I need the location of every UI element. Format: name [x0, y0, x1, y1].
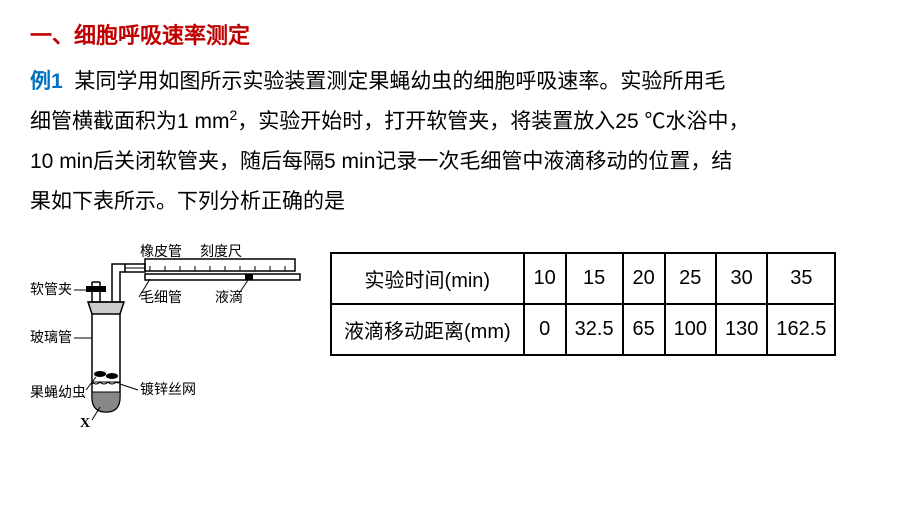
distance-cell: 100: [665, 304, 716, 355]
distance-cell: 162.5: [767, 304, 835, 355]
body-line-3: 10 min后关闭软管夹，随后每隔5 min记录一次毛细管中液滴移动的位置，结: [30, 150, 732, 173]
apparatus-diagram: 橡皮管 刻度尺 软管夹 毛细管 液滴 玻璃管 果蝇幼虫 镀锌丝网 X: [30, 242, 310, 442]
label-capillary: 毛细管: [140, 290, 182, 306]
time-cell: 35: [767, 253, 835, 304]
header-distance: 液滴移动距离(mm): [331, 304, 524, 355]
body-line-4: 果如下表所示。下列分析正确的是: [30, 190, 345, 213]
lower-section: 橡皮管 刻度尺 软管夹 毛细管 液滴 玻璃管 果蝇幼虫 镀锌丝网 X 实验时间(…: [30, 242, 890, 442]
time-cell: 25: [665, 253, 716, 304]
distance-cell: 0: [524, 304, 566, 355]
label-droplet: 液滴: [215, 289, 243, 306]
distance-cell: 130: [716, 304, 767, 355]
table-row: 实验时间(min) 10 15 20 25 30 35: [331, 253, 835, 304]
example-body: 例1 某同学用如图所示实验装置测定果蝇幼虫的细胞呼吸速率。实验所用毛 细管横截面…: [30, 62, 890, 222]
body-line-1: 某同学用如图所示实验装置测定果蝇幼虫的细胞呼吸速率。实验所用毛: [74, 70, 725, 93]
table-row: 液滴移动距离(mm) 0 32.5 65 100 130 162.5: [331, 304, 835, 355]
label-rubber-tube: 橡皮管: [140, 244, 182, 260]
data-table: 实验时间(min) 10 15 20 25 30 35 液滴移动距离(mm) 0…: [330, 252, 836, 356]
time-cell: 15: [566, 253, 623, 304]
label-x: X: [80, 416, 90, 431]
time-cell: 30: [716, 253, 767, 304]
distance-cell: 65: [623, 304, 665, 355]
label-wire-mesh: 镀锌丝网: [140, 381, 196, 398]
label-ruler: 刻度尺: [200, 244, 242, 260]
time-cell: 10: [524, 253, 566, 304]
section-title: 一、细胞呼吸速率测定: [30, 18, 890, 50]
label-glass-tube: 玻璃管: [30, 329, 72, 346]
body-line-2b: ，实验开始时，打开软管夹，将装置放入25 ℃水浴中，: [237, 110, 749, 133]
header-time: 实验时间(min): [331, 253, 524, 304]
example-label: 例1: [30, 70, 63, 93]
distance-cell: 32.5: [566, 304, 623, 355]
time-cell: 20: [623, 253, 665, 304]
label-larvae: 果蝇幼虫: [30, 385, 86, 401]
body-line-2a: 细管横截面积为1 mm: [30, 110, 230, 133]
label-clamp: 软管夹: [30, 282, 72, 298]
